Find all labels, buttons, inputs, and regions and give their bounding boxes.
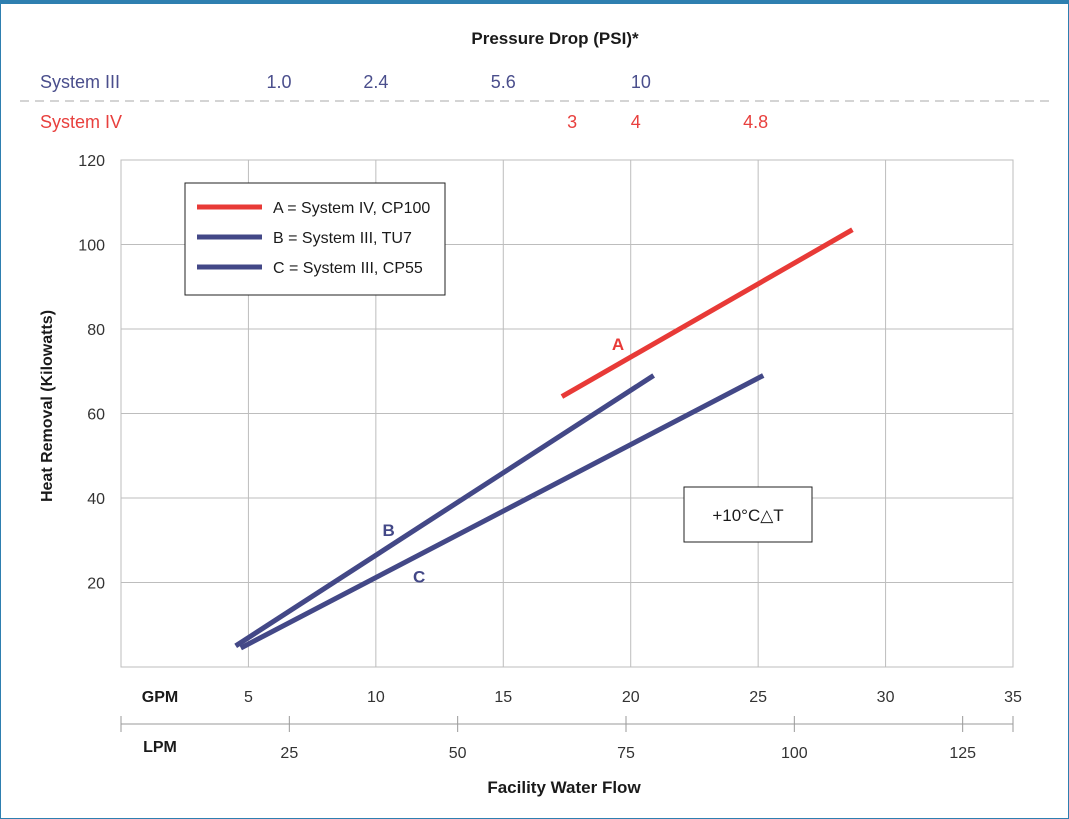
gpm-tick-label: 20 <box>622 689 640 706</box>
series-tag-b: B <box>382 521 394 540</box>
legend-label: B = System III, TU7 <box>273 230 412 247</box>
gpm-tick-label: 25 <box>749 689 767 706</box>
lpm-tick-label: 100 <box>781 745 808 762</box>
lpm-tick-label: 25 <box>280 745 298 762</box>
pressure-tick-label: 4 <box>631 112 641 132</box>
series: A B C <box>234 227 854 651</box>
legend-label: C = System III, CP55 <box>273 260 423 277</box>
gpm-tick-label: 30 <box>877 689 895 706</box>
lpm-axis-label: LPM <box>143 739 177 756</box>
legend-label: A = System IV, CP100 <box>273 200 430 217</box>
gpm-axis-label: GPM <box>142 689 178 706</box>
series-line-a <box>560 227 854 399</box>
lpm-tick-label: 125 <box>949 745 976 762</box>
legend: A = System IV, CP100 B = System III, TU7 C… <box>184 182 446 296</box>
lpm-tick-label: 75 <box>617 745 635 762</box>
y-tick-label: 120 <box>78 153 105 170</box>
pressure-drop-header: Pressure Drop (PSI)* System III 1.0 2.4 5.6… <box>20 29 1050 132</box>
series-line-b <box>234 373 656 648</box>
gpm-tick-label: 10 <box>367 689 385 706</box>
y-tick-label: 20 <box>87 576 105 593</box>
annotation-text: +10°C△T <box>712 506 783 525</box>
chart-title: Pressure Drop (PSI)* <box>471 29 639 48</box>
y-tick-label: 40 <box>87 491 105 508</box>
gpm-tick-label: 35 <box>1004 689 1022 706</box>
annotation-box <box>683 486 813 543</box>
y-tick-label: 80 <box>87 322 105 339</box>
y-tick-label: 100 <box>78 238 105 255</box>
pressure-tick-label: 10 <box>631 72 651 92</box>
gpm-tick-label: 5 <box>244 689 253 706</box>
gpm-tick-label: 15 <box>494 689 512 706</box>
y-axis-label: Heat Removal (Kilowatts) <box>39 310 56 502</box>
pressure-tick-label: 4.8 <box>743 112 768 132</box>
series-tag-a: A <box>612 335 624 354</box>
x-axis-label: Facility Water Flow <box>487 778 641 797</box>
pressure-tick-label: 5.6 <box>491 72 516 92</box>
annotation: +10°C△T <box>683 486 813 543</box>
y-tick-label: 60 <box>87 407 105 424</box>
pressure-tick-label: 3 <box>567 112 577 132</box>
axes: Heat Removal (Kilowatts) GPM LPM Facilit… <box>39 153 1022 797</box>
series-tag-c: C <box>413 568 425 587</box>
pressure-row-label: System III <box>40 72 120 92</box>
series-line-c <box>239 373 765 651</box>
lpm-tick-label: 50 <box>449 745 467 762</box>
pressure-tick-label: 2.4 <box>363 72 388 92</box>
pressure-row-label: System IV <box>40 112 122 132</box>
pressure-tick-label: 1.0 <box>266 72 291 92</box>
